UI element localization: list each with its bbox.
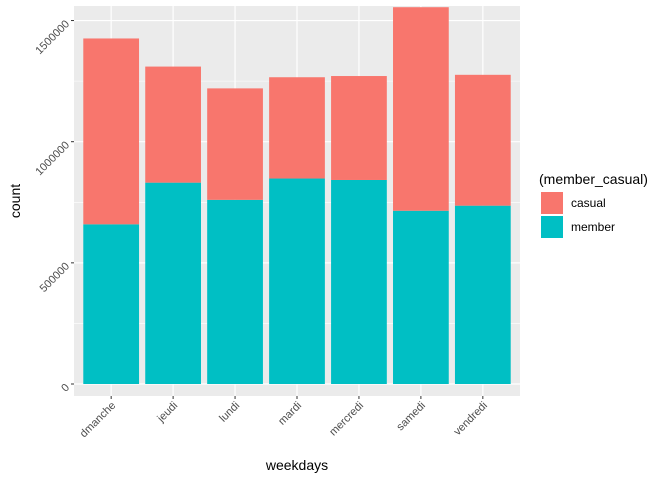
y-axis-title: count: [7, 184, 23, 218]
x-tick-label: mardi: [276, 400, 304, 428]
y-axis: 0 500000 1000000 1500000: [33, 18, 74, 394]
legend-key-casual: [541, 192, 563, 214]
x-tick-label: jeudi: [155, 400, 181, 426]
bar-casual-jeudi: [145, 66, 201, 183]
bars: [83, 7, 511, 384]
bar-casual-lundi: [207, 88, 263, 200]
bar-casual-dmanche: [83, 38, 140, 225]
bar-member-lundi: [207, 199, 263, 384]
x-tick-label: samedi: [394, 400, 428, 434]
x-tick-label: dmanche: [78, 400, 118, 440]
bar-casual-vendredi: [454, 74, 511, 206]
legend-title: (member_casual): [539, 171, 648, 187]
legend-label-casual: casual: [571, 196, 606, 210]
bar-member-vendredi: [454, 205, 511, 384]
bar-member-mardi: [269, 178, 325, 384]
bar-casual-samedi: [393, 7, 449, 211]
x-tick-label: vendredi: [452, 400, 490, 438]
bar-member-dmanche: [83, 224, 140, 384]
bar-casual-mardi: [269, 77, 325, 179]
x-axis-title: weekdays: [265, 457, 328, 473]
y-tick-label: 0: [59, 382, 72, 395]
x-axis: dmanche jeudi lundi mardi mercredi samedi vend…: [78, 396, 490, 440]
bar-member-jeudi: [145, 182, 201, 384]
bar-member-mercredi: [331, 179, 387, 384]
legend-key-member: [541, 216, 563, 238]
x-tick-label: lundi: [217, 400, 242, 425]
y-tick-label: 1000000: [33, 139, 72, 178]
x-tick-label: mercredi: [327, 400, 366, 439]
legend: (member_casual) casual member: [539, 171, 648, 238]
y-tick-label: 1500000: [33, 18, 72, 57]
y-tick-label: 500000: [38, 260, 72, 294]
bar-member-samedi: [393, 210, 449, 384]
legend-label-member: member: [571, 220, 615, 234]
bar-casual-mercredi: [331, 76, 387, 180]
